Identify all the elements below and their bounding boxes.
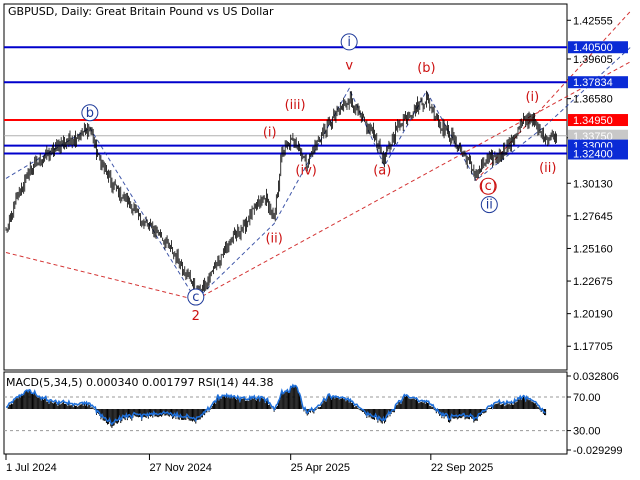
wave-label-circle (81, 104, 99, 122)
wave-labels-layer: b c 2 iv (i) (ii) (iii) (iv) (a) (b) (c) ii (i) (ii) (81, 33, 556, 324)
indicator-tick-label: 0.032806 (573, 371, 619, 383)
time-tick-label: 1 Jul 2024 (6, 462, 57, 474)
price-tick-label: 1.42555 (573, 15, 613, 27)
wave-label: (a) (373, 163, 391, 178)
wave-label: (i) (263, 125, 277, 140)
level-tag-label: 1.40500 (573, 42, 613, 54)
level-tag (568, 147, 628, 160)
time-axis: 1 Jul 2024 27 Nov 2024 25 Apr 2025 22 Sep 2… (5, 454, 493, 474)
time-tick-label: 25 Apr 2025 (291, 462, 350, 474)
symbol-description: Great Britain Pound vs US Dollar (95, 5, 274, 18)
timeframe-label: Daily: (61, 5, 92, 18)
main-panel-frame (3, 3, 568, 371)
candles-layer (5, 90, 558, 306)
wave-label: i (347, 35, 351, 50)
wave-label-circle (340, 33, 358, 51)
wave-label-circle (479, 177, 497, 195)
rsi-label: RSI(14) (198, 376, 238, 389)
price-tick-label: 1.17705 (573, 341, 613, 353)
price-tick-label: 1.25160 (573, 243, 613, 255)
macd-label: MACD(5,34,5) (6, 376, 83, 389)
chart-header: GBPUSD, Daily: Great Britain Pound vs US… (8, 5, 274, 18)
wave-label-circle (187, 288, 205, 306)
price-tick-label: 1.39605 (573, 54, 613, 66)
wave-label: 2 (192, 309, 200, 324)
level-tag (568, 41, 628, 54)
level-tag-label: 1.34950 (573, 115, 613, 127)
wave-label: (i) (525, 90, 539, 105)
price-tick-label: 1.30130 (573, 178, 613, 190)
price-tick-label: 1.27645 (573, 211, 613, 223)
rsi-value: 44.38 (242, 376, 274, 389)
wave-label: (ii) (265, 232, 282, 247)
wave-label: (c) (480, 179, 497, 194)
price-tick-label: 1.22675 (573, 276, 613, 288)
time-tick-label: 22 Sep 2025 (431, 462, 493, 474)
wave-label-circle (480, 196, 498, 214)
indicator-header: MACD(5,34,5) 0.000340 0.001797 RSI(14) 4… (6, 376, 273, 389)
indicator-panel-frame (3, 371, 568, 455)
macd-layer: 0.032806 70.00 30.00 -0.029299 (4, 371, 623, 457)
wave-label: (b) (417, 61, 435, 76)
wave-label: (iv) (295, 163, 316, 178)
wave-label: (ii) (539, 161, 556, 176)
wave-label: c (192, 290, 199, 305)
level-tag-label: 1.37834 (573, 77, 613, 89)
wave-label: (iii) (285, 98, 306, 113)
price-tick-label: 1.20190 (573, 309, 613, 321)
symbol-label: GBPUSD (8, 5, 54, 18)
wave-line (5, 61, 631, 301)
wave-label: v (345, 59, 353, 74)
rsi-line (5, 383, 546, 426)
level-tag (568, 129, 628, 142)
level-tag (568, 76, 628, 89)
time-tick-label: 27 Nov 2024 (149, 462, 211, 474)
level-tag-label: 1.32400 (573, 148, 613, 160)
price-axis: 1.425551.396051.365801.336001.301301.276… (567, 15, 628, 353)
level-tag (568, 114, 628, 127)
indicator-tick-label: 30.00 (573, 426, 601, 438)
macd-values: 0.000340 0.001797 (86, 376, 194, 389)
wave-label: ii (486, 198, 493, 213)
indicator-tick-label: 70.00 (573, 392, 601, 404)
price-tick-label: 1.36580 (573, 94, 613, 106)
wave-line (5, 46, 631, 301)
wave-label: b (86, 106, 94, 121)
indicator-tick-label: -0.029299 (573, 445, 623, 457)
